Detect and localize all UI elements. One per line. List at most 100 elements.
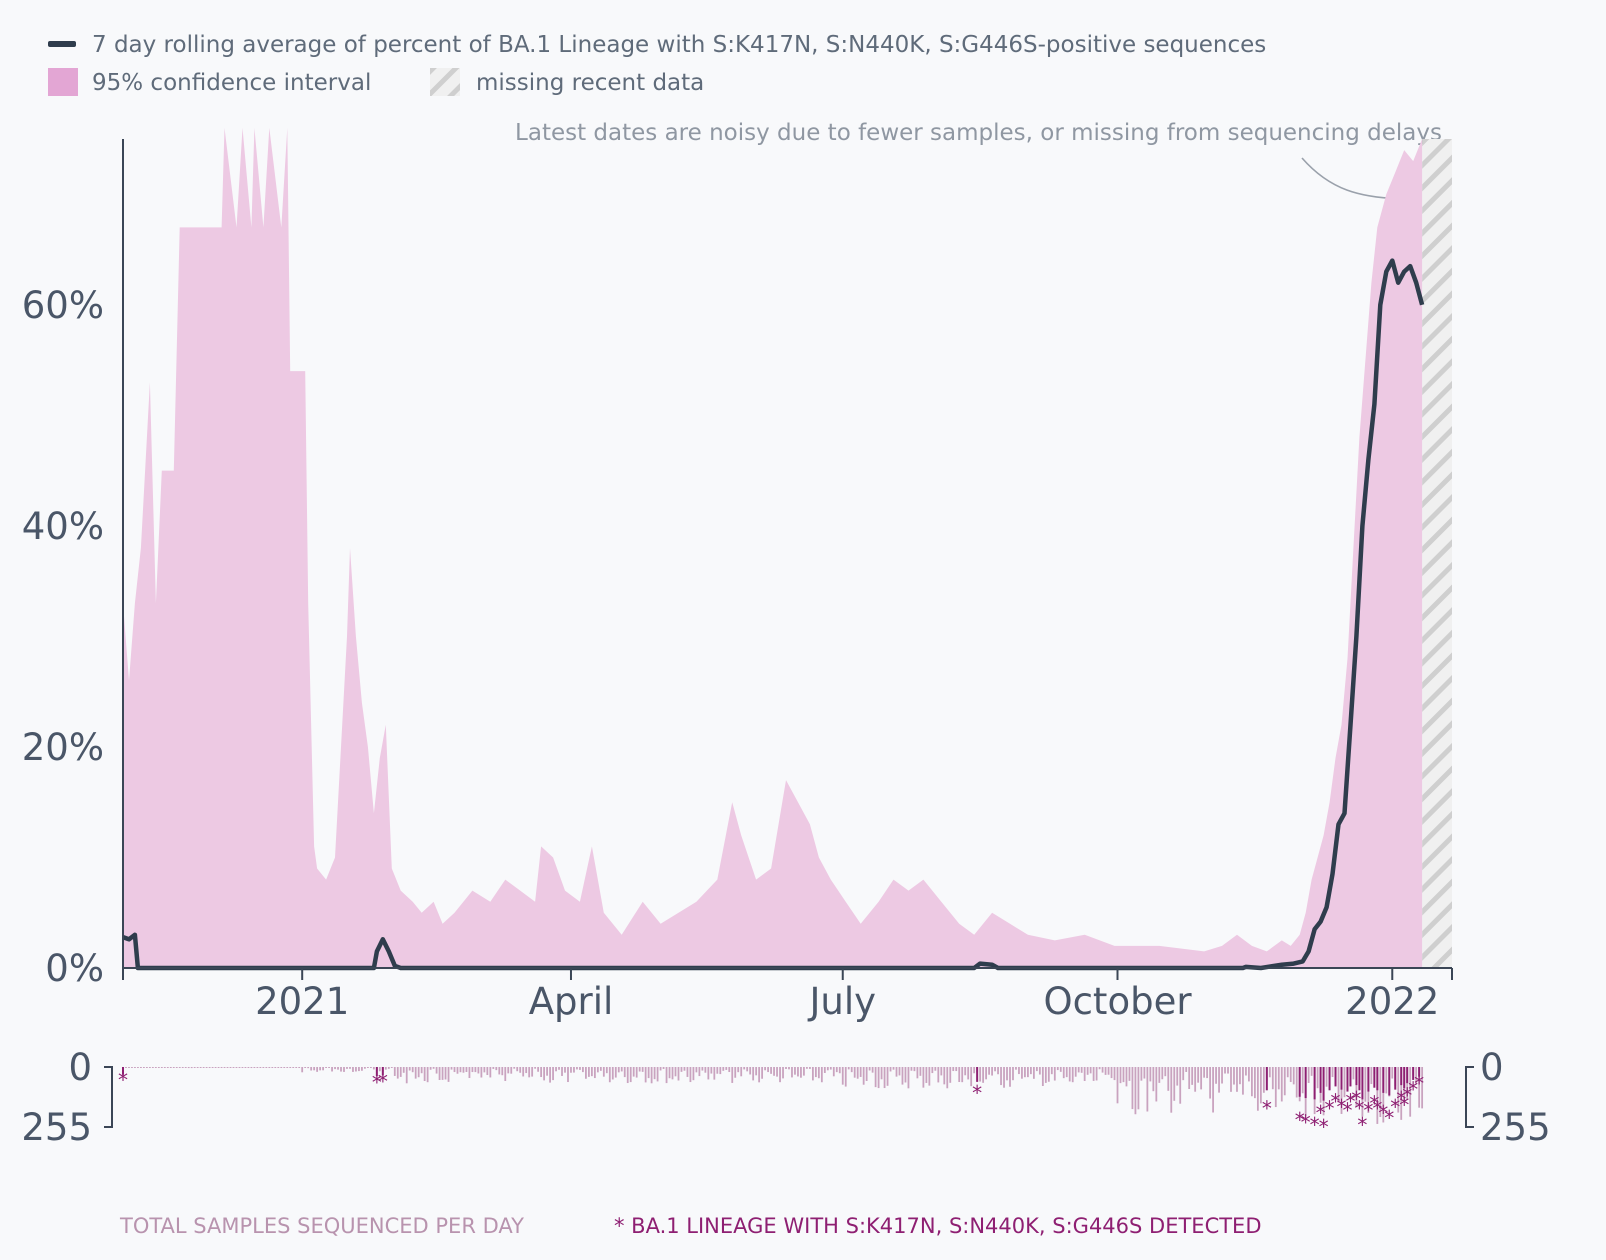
sample-bar — [143, 1067, 145, 1069]
sample-bar — [1343, 1067, 1346, 1098]
sample-bar — [310, 1067, 313, 1071]
detection-bar — [1412, 1067, 1415, 1080]
sample-bar — [134, 1067, 136, 1068]
detection-star: * — [1384, 1106, 1394, 1130]
sample-bar — [1292, 1067, 1295, 1085]
sample-bar — [632, 1067, 635, 1077]
samples-bars — [122, 1067, 1424, 1124]
y-ticks: 0% 20% 40% 60% — [22, 284, 104, 990]
sample-bar — [1146, 1067, 1149, 1112]
sample-bar — [820, 1067, 823, 1083]
sample-bar — [489, 1067, 492, 1078]
sample-bar — [1041, 1067, 1044, 1087]
sample-bar — [525, 1067, 528, 1074]
sample-bar — [746, 1067, 749, 1072]
sample-bar — [280, 1067, 283, 1068]
sample-bar — [137, 1067, 139, 1068]
sample-bar — [1131, 1067, 1134, 1110]
sample-bar — [1143, 1067, 1146, 1079]
sample-bar — [1158, 1067, 1161, 1083]
detection-bar — [1406, 1067, 1409, 1084]
detection-star: * — [1301, 1110, 1311, 1134]
detection-star: * — [1319, 1115, 1329, 1139]
sample-bar — [555, 1067, 557, 1072]
detection-bar — [1358, 1067, 1361, 1091]
sample-bar — [608, 1067, 611, 1083]
sample-bar — [835, 1067, 838, 1073]
sample-bar — [710, 1067, 713, 1074]
detection-star: * — [1402, 1083, 1412, 1107]
sample-bar — [686, 1067, 689, 1077]
sample-bar — [190, 1067, 193, 1069]
sample-bar — [1035, 1067, 1038, 1072]
sample-bar — [238, 1067, 241, 1068]
detection-star: * — [1310, 1113, 1320, 1137]
sample-bar — [1006, 1067, 1008, 1081]
sample-bar — [1021, 1067, 1023, 1079]
sample-bar — [1233, 1067, 1235, 1085]
sample-bar — [396, 1067, 399, 1079]
sample-bar — [157, 1067, 160, 1068]
detection-star: * — [1354, 1096, 1364, 1120]
sample-bar — [814, 1067, 817, 1078]
sample-bar — [707, 1067, 710, 1080]
sample-bar — [355, 1067, 357, 1072]
detection-star: * — [972, 1081, 982, 1105]
sample-bar — [1331, 1067, 1334, 1078]
sample-bar — [349, 1067, 351, 1069]
sample-bar — [226, 1067, 229, 1068]
sample-bar — [1382, 1067, 1385, 1123]
sample-bar — [931, 1067, 934, 1074]
detection-star: * — [1262, 1096, 1272, 1120]
sample-bar — [1071, 1067, 1074, 1083]
sample-bar — [187, 1067, 190, 1069]
sample-bar — [420, 1067, 423, 1074]
sample-bar — [731, 1067, 734, 1083]
sample-bar — [277, 1067, 280, 1068]
sample-bar — [214, 1067, 217, 1068]
sample-bar — [393, 1067, 396, 1076]
count-tick-label: 255 — [21, 1106, 92, 1149]
legend-missing-label: missing recent data — [476, 70, 704, 96]
sample-bar — [937, 1067, 940, 1083]
sample-bar — [755, 1067, 758, 1076]
sample-bar — [797, 1067, 799, 1077]
sample-bar — [438, 1067, 441, 1080]
sample-bar — [298, 1067, 301, 1068]
sample-bar — [988, 1067, 990, 1075]
sample-bar — [1134, 1067, 1137, 1115]
sample-bar — [985, 1067, 988, 1080]
sample-bar — [352, 1067, 354, 1072]
count-bracket-left — [104, 1066, 113, 1128]
sample-bar — [907, 1067, 910, 1089]
detection-star: * — [1345, 1089, 1355, 1113]
sample-bar — [289, 1067, 292, 1068]
sample-bar — [301, 1067, 304, 1073]
sample-bar — [241, 1067, 244, 1068]
sample-bar — [689, 1067, 692, 1083]
sample-bar — [181, 1067, 184, 1068]
detection-star: * — [1372, 1096, 1382, 1120]
sample-bar — [599, 1067, 602, 1071]
sample-bar — [558, 1067, 560, 1070]
sample-bar — [892, 1067, 895, 1070]
sample-bar — [1074, 1067, 1077, 1077]
sample-bar — [1188, 1067, 1191, 1090]
sample-bar — [498, 1067, 501, 1075]
sample-bar — [579, 1067, 581, 1070]
sample-bar — [910, 1067, 913, 1071]
sample-bar — [970, 1067, 973, 1087]
sample-bar — [788, 1067, 790, 1070]
sample-bar — [940, 1067, 943, 1076]
sample-bar — [791, 1067, 793, 1078]
sample-bar — [1119, 1067, 1122, 1084]
x-tick-label: 2021 — [255, 980, 349, 1023]
sample-bar — [593, 1067, 596, 1079]
sample-bar — [1194, 1067, 1197, 1092]
sample-bar — [247, 1067, 250, 1068]
sample-bar — [184, 1067, 187, 1068]
sample-bar — [546, 1067, 548, 1076]
detection-bar — [1319, 1067, 1322, 1093]
sample-bar — [728, 1067, 731, 1073]
sample-bar — [901, 1067, 904, 1085]
